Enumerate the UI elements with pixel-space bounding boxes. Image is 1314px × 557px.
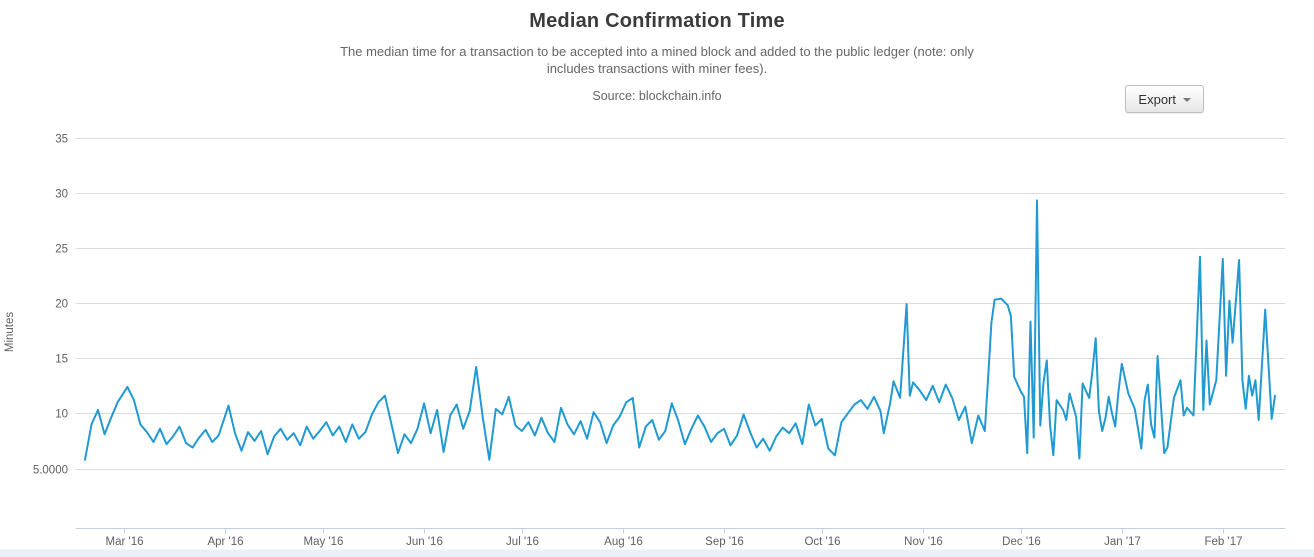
- svg-text:10: 10: [55, 409, 68, 421]
- svg-text:Aug '16: Aug '16: [604, 536, 643, 548]
- svg-text:May '16: May '16: [304, 536, 344, 548]
- svg-text:25: 25: [55, 244, 68, 256]
- svg-text:30: 30: [55, 189, 68, 201]
- svg-text:5.0000: 5.0000: [33, 465, 68, 477]
- svg-text:Jun '16: Jun '16: [406, 536, 443, 548]
- svg-text:Dec '16: Dec '16: [1002, 536, 1041, 548]
- chart-source: Source: blockchain.info: [592, 89, 722, 103]
- svg-text:20: 20: [55, 299, 68, 311]
- chart-subtitle-line2: includes transactions with miner fees).: [546, 61, 768, 76]
- svg-text:Apr '16: Apr '16: [207, 536, 243, 548]
- chart-subtitle: The median time for a transaction to be …: [0, 43, 1314, 77]
- series-line: [84, 199, 1276, 461]
- svg-text:Jan '17: Jan '17: [1104, 536, 1141, 548]
- chart-subtitle-line1: The median time for a transaction to be …: [340, 44, 974, 59]
- footer-strip: [0, 549, 1314, 557]
- svg-text:35: 35: [55, 134, 68, 146]
- y-axis-labels: 5.0000 10 15 20 25 30 35: [33, 134, 68, 477]
- svg-text:Jul '16: Jul '16: [506, 536, 539, 548]
- x-axis-ticks: [124, 528, 1224, 534]
- svg-text:Feb '17: Feb '17: [1205, 536, 1243, 548]
- chart-title: Median Confirmation Time: [529, 10, 785, 32]
- export-button[interactable]: Export: [1125, 85, 1204, 113]
- svg-text:15: 15: [55, 354, 68, 366]
- dropdown-caret-icon: [1183, 98, 1191, 102]
- y-gridlines: [75, 138, 1286, 470]
- svg-text:Oct '16: Oct '16: [804, 536, 840, 548]
- y-axis-title: Minutes: [4, 312, 16, 353]
- svg-text:Nov '16: Nov '16: [904, 536, 943, 548]
- svg-text:Mar '16: Mar '16: [106, 536, 144, 548]
- x-axis-labels: Mar '16 Apr '16 May '16 Jun '16 Jul '16 Aug '…: [106, 536, 1243, 548]
- export-button-label: Export: [1138, 91, 1176, 107]
- svg-text:Sep '16: Sep '16: [705, 536, 744, 548]
